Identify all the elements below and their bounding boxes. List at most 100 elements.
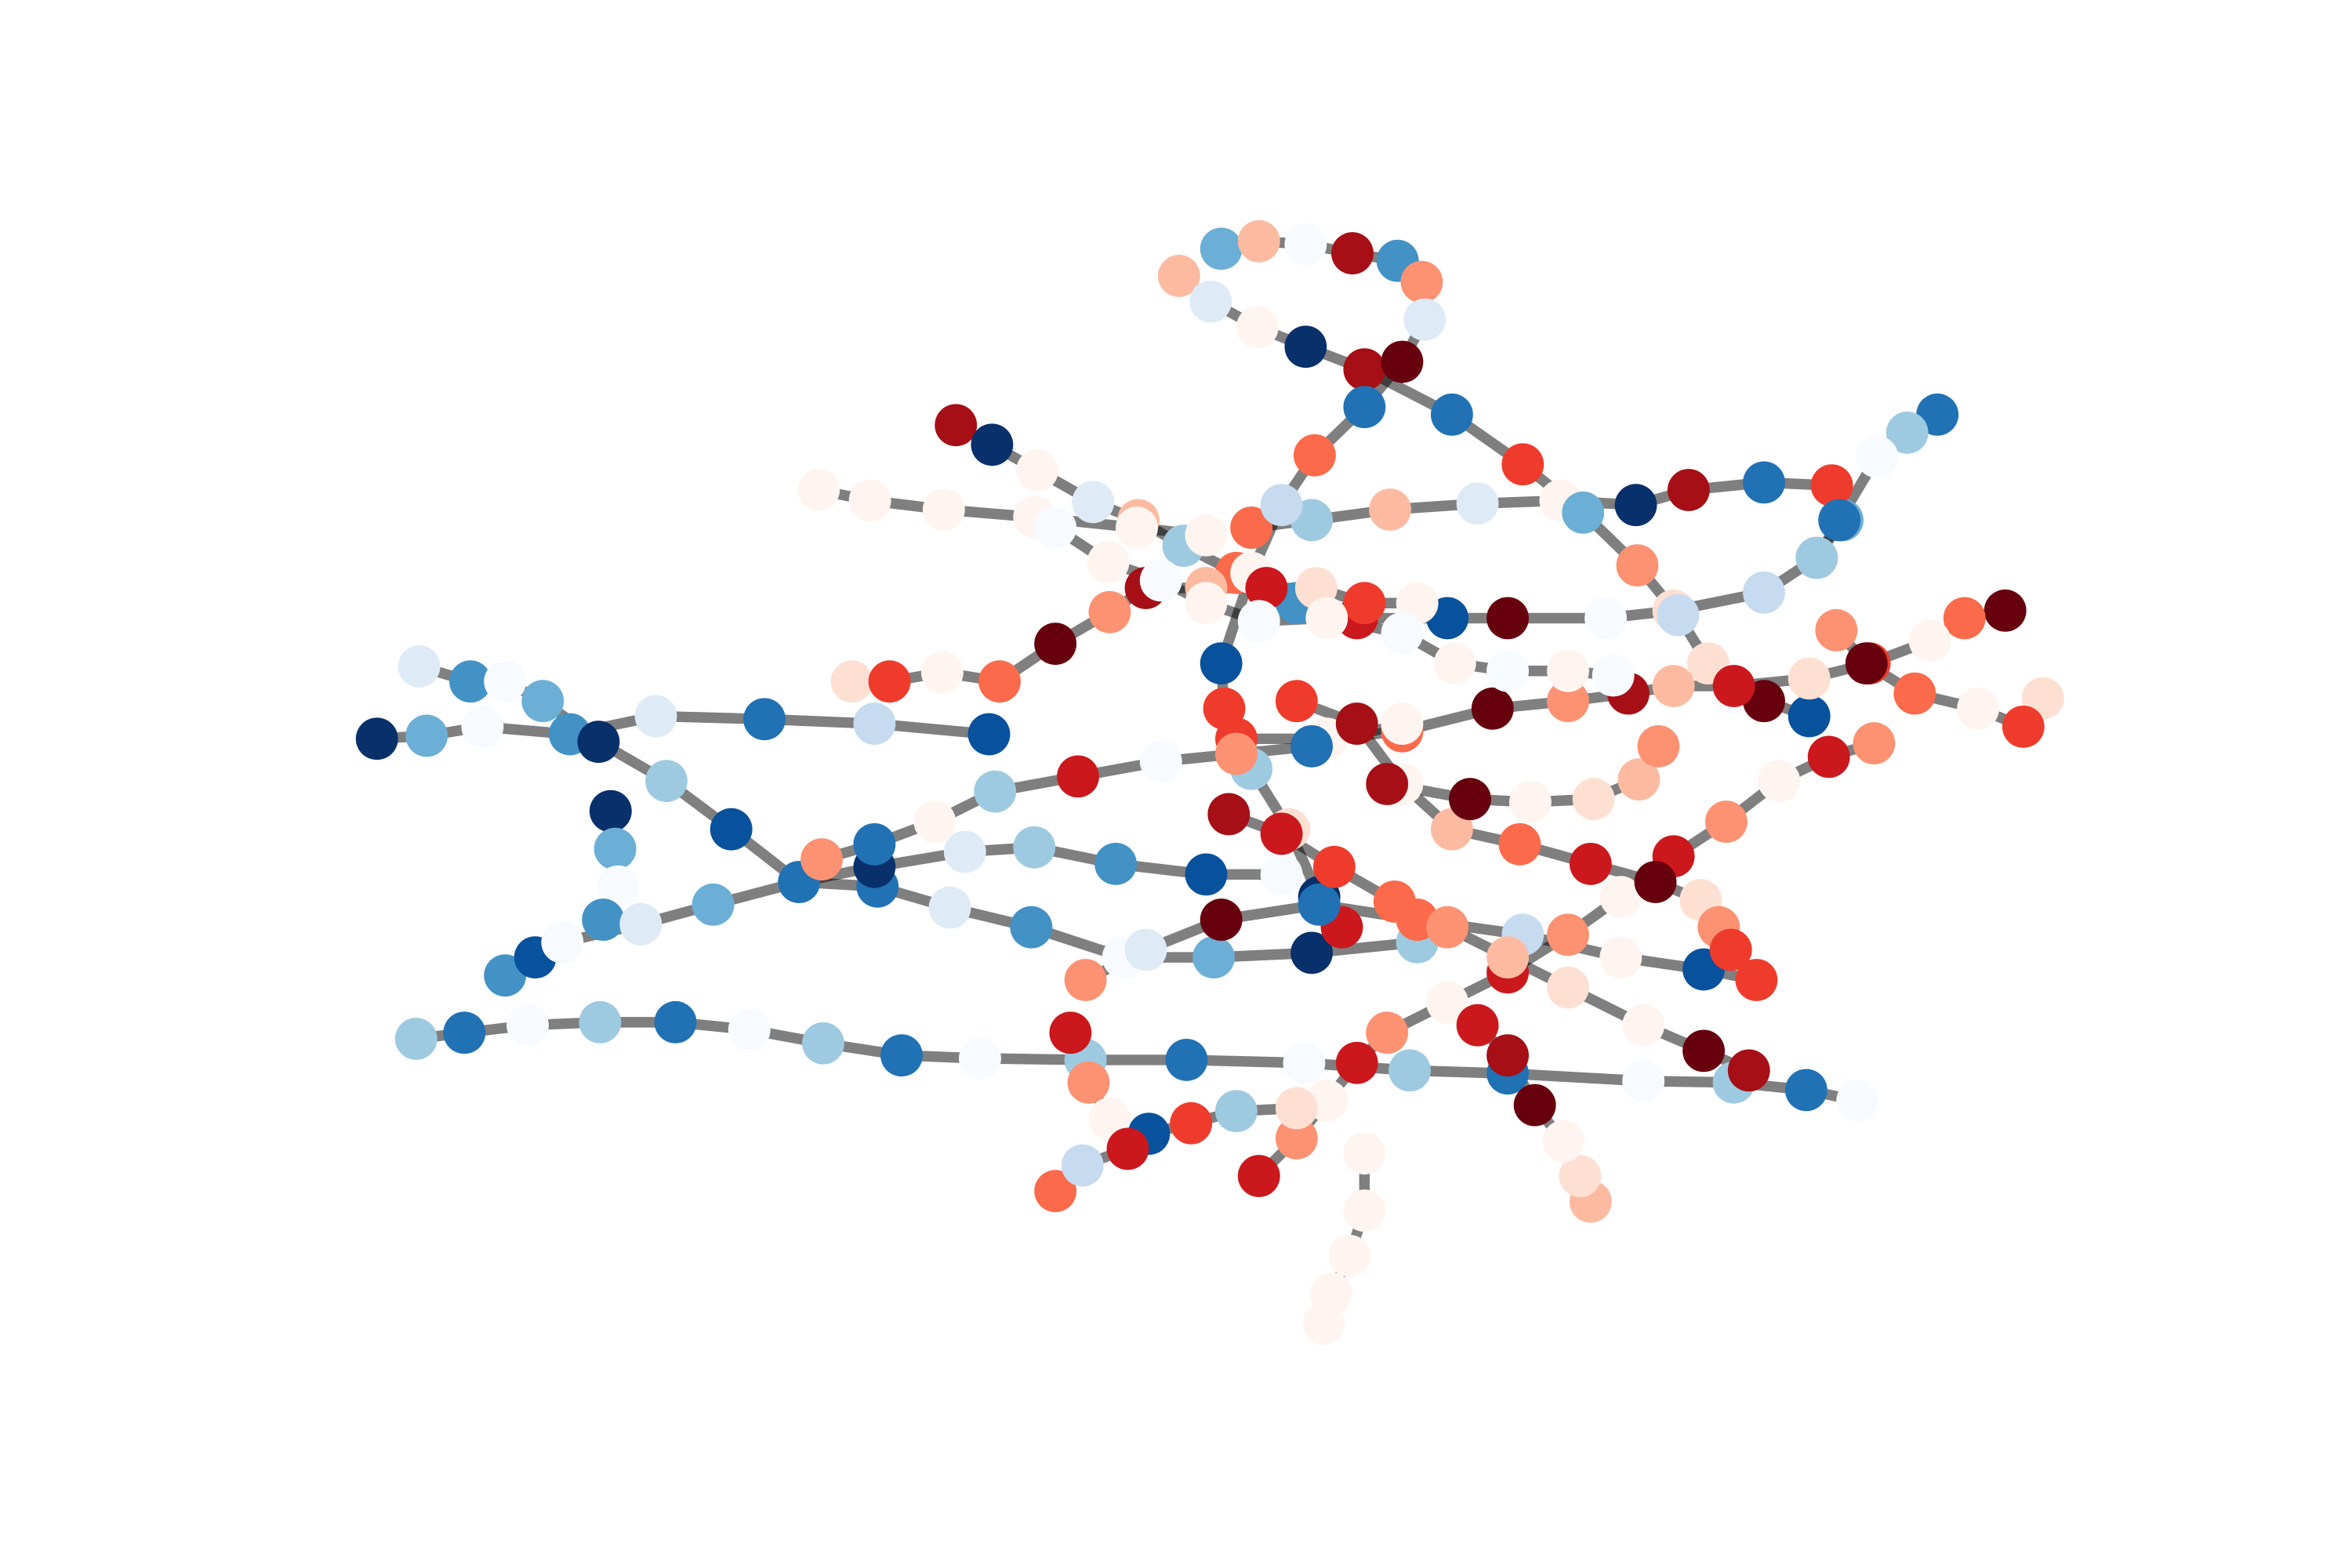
node (1067, 1061, 1110, 1104)
node (1657, 593, 1700, 637)
node (1185, 582, 1228, 625)
node (1185, 853, 1228, 896)
node (1853, 722, 1896, 764)
node (1260, 812, 1303, 855)
node (1087, 541, 1130, 584)
node (449, 660, 492, 703)
node (1200, 898, 1243, 941)
node (1124, 928, 1167, 971)
node (397, 645, 441, 688)
node (1237, 220, 1280, 263)
node (1486, 936, 1529, 979)
node (1381, 612, 1424, 655)
nodes (355, 220, 2064, 1345)
node (922, 488, 965, 531)
node (830, 660, 873, 703)
node (1284, 325, 1327, 368)
node (1139, 559, 1182, 602)
node (853, 702, 896, 745)
node (800, 838, 843, 881)
node (1727, 1049, 1770, 1092)
node (1275, 1117, 1318, 1160)
node (1106, 1127, 1149, 1171)
node (967, 713, 1011, 756)
node (1637, 725, 1680, 768)
node (1449, 778, 1491, 821)
node (1290, 725, 1333, 768)
node (935, 404, 978, 447)
node (1400, 260, 1443, 303)
node (1139, 740, 1182, 783)
node (1034, 506, 1077, 549)
node (1094, 843, 1137, 885)
node (1886, 412, 1929, 454)
node (484, 660, 527, 703)
node (1283, 1041, 1326, 1084)
node (1170, 1102, 1213, 1145)
node (1157, 255, 1200, 297)
node (1245, 567, 1288, 609)
node (355, 717, 398, 760)
node (577, 720, 620, 764)
node (2002, 706, 2045, 748)
node (1369, 488, 1411, 531)
node (743, 698, 786, 741)
node (691, 883, 735, 926)
node (1366, 1011, 1409, 1054)
node (1284, 223, 1327, 266)
node (928, 886, 971, 929)
node (1634, 861, 1677, 903)
node (1260, 484, 1303, 527)
node (913, 800, 956, 843)
node (1236, 306, 1279, 349)
node (1328, 1235, 1371, 1277)
node (1185, 514, 1228, 557)
node (1165, 1039, 1208, 1081)
node (1818, 499, 1861, 542)
node (1682, 1029, 1725, 1073)
node (1735, 959, 1778, 1001)
node (506, 1004, 549, 1047)
node (1016, 449, 1058, 492)
node (1403, 298, 1446, 341)
node (728, 1008, 771, 1051)
node (1547, 680, 1589, 723)
node (1486, 1034, 1529, 1077)
node (802, 1022, 844, 1065)
node (1064, 959, 1107, 1001)
node (1200, 642, 1243, 685)
node (597, 865, 640, 908)
node (405, 714, 448, 757)
node (1426, 981, 1469, 1024)
node (1456, 482, 1499, 525)
node (1547, 649, 1589, 692)
node (1562, 491, 1605, 534)
node (1215, 732, 1258, 775)
node (579, 1000, 622, 1044)
node (1486, 597, 1529, 640)
node (1599, 876, 1642, 919)
node (1013, 826, 1056, 869)
node (868, 660, 911, 703)
node (1388, 1049, 1431, 1092)
node (1298, 883, 1341, 926)
node (1381, 340, 1424, 383)
node (443, 1011, 486, 1054)
node (1433, 642, 1476, 685)
node (1192, 936, 1235, 979)
node (1215, 1090, 1258, 1133)
node (1061, 1144, 1104, 1187)
node (1984, 589, 2027, 632)
node (1486, 649, 1529, 692)
node (1542, 1120, 1585, 1163)
node (1343, 348, 1386, 391)
node (1705, 800, 1748, 843)
node (1034, 1170, 1077, 1213)
node (1622, 1059, 1665, 1102)
node (1343, 1189, 1386, 1232)
node (921, 651, 964, 694)
node (1331, 232, 1374, 274)
node (1498, 823, 1541, 866)
node (1784, 1069, 1828, 1112)
